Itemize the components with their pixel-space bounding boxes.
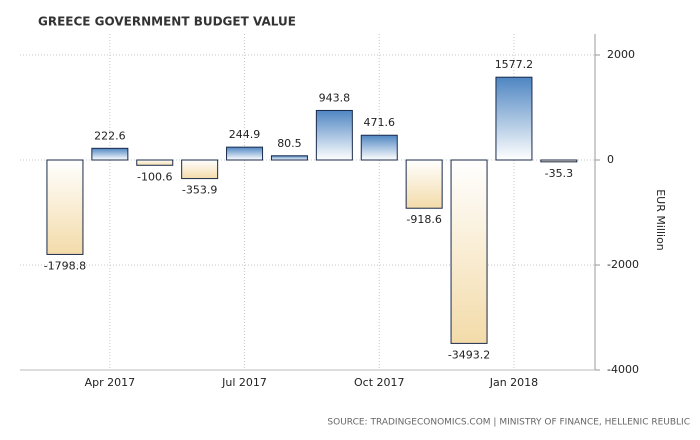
bar <box>360 134 398 161</box>
chart-title: GREECE GOVERNMENT BUDGET VALUE <box>38 15 296 29</box>
y-axis-label: EUR Million <box>654 189 667 251</box>
x-tick-label: Jan 2018 <box>489 376 538 389</box>
bar <box>91 147 129 161</box>
x-tick-label: Apr 2017 <box>85 376 136 389</box>
bar <box>136 159 174 166</box>
value-label: -35.3 <box>545 167 573 180</box>
value-label: -3493.2 <box>448 348 490 361</box>
value-label: -100.6 <box>137 170 172 183</box>
source-note: SOURCE: TRADINGECONOMICS.COM | MINISTRY … <box>327 418 690 428</box>
y-tick-label: 0 <box>607 153 614 166</box>
bar <box>46 159 84 255</box>
value-label: 222.6 <box>94 129 126 142</box>
y-tick-label: -4000 <box>607 363 639 376</box>
bar <box>226 146 264 161</box>
value-label: 471.6 <box>364 116 396 129</box>
y-tick-label: 2000 <box>607 48 635 61</box>
x-tick-label: Jul 2017 <box>221 376 267 389</box>
value-label: -918.6 <box>406 213 441 226</box>
bar <box>495 76 533 161</box>
bar <box>450 159 488 344</box>
value-label: -1798.8 <box>44 259 86 272</box>
value-label: 1577.2 <box>495 58 534 71</box>
bar <box>405 159 443 209</box>
bar <box>540 159 578 163</box>
y-tick-label: -2000 <box>607 258 639 271</box>
value-label: 244.9 <box>229 128 261 141</box>
bar <box>315 109 353 161</box>
value-label: 943.8 <box>319 91 351 104</box>
bar <box>270 155 308 161</box>
value-label: 80.5 <box>277 137 302 150</box>
value-label: -353.9 <box>182 184 217 197</box>
bar <box>181 159 219 180</box>
x-tick-label: Oct 2017 <box>354 376 405 389</box>
